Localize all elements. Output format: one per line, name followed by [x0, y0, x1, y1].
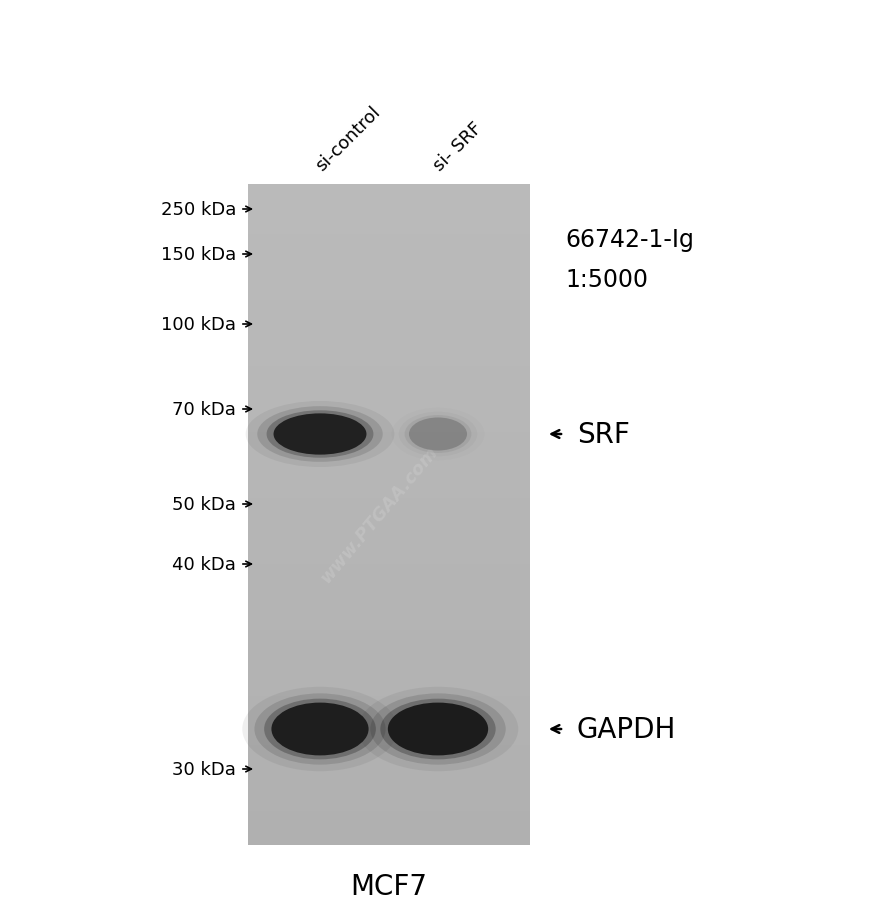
Bar — [248, 267, 529, 285]
Bar — [248, 663, 529, 680]
Ellipse shape — [245, 401, 394, 467]
Ellipse shape — [380, 699, 495, 759]
Text: GAPDH: GAPDH — [576, 715, 675, 743]
Ellipse shape — [266, 410, 373, 458]
Text: 1:5000: 1:5000 — [564, 268, 647, 291]
Bar — [248, 564, 529, 582]
Bar — [248, 185, 529, 202]
Ellipse shape — [264, 699, 375, 759]
Bar — [248, 482, 529, 499]
Bar — [248, 432, 529, 449]
Bar — [248, 284, 529, 301]
Ellipse shape — [408, 418, 467, 451]
Bar — [248, 465, 529, 483]
Bar — [248, 811, 529, 829]
Ellipse shape — [357, 687, 518, 771]
Ellipse shape — [257, 407, 382, 463]
Bar — [248, 399, 529, 417]
Ellipse shape — [370, 694, 505, 765]
Ellipse shape — [242, 687, 397, 771]
Ellipse shape — [254, 694, 385, 765]
Bar — [248, 613, 529, 630]
Bar — [248, 729, 529, 746]
Text: SRF: SRF — [576, 420, 629, 448]
Text: 70 kDa: 70 kDa — [172, 400, 235, 419]
Text: 30 kDa: 30 kDa — [172, 760, 235, 778]
Bar — [248, 366, 529, 383]
Bar — [248, 201, 529, 219]
Bar — [248, 745, 529, 763]
Bar — [248, 597, 529, 614]
Bar — [248, 761, 529, 779]
Text: si- SRF: si- SRF — [430, 119, 486, 175]
Bar — [248, 317, 529, 334]
Bar — [248, 185, 529, 844]
Bar — [248, 217, 529, 235]
Ellipse shape — [271, 703, 368, 756]
Bar — [248, 514, 529, 532]
Text: 100 kDa: 100 kDa — [161, 316, 235, 334]
Bar — [248, 647, 529, 664]
Text: 250 kDa: 250 kDa — [161, 201, 235, 219]
Text: www.PTGAA.com: www.PTGAA.com — [316, 443, 441, 586]
Bar — [248, 350, 529, 367]
Bar — [248, 448, 529, 466]
Bar — [248, 548, 529, 565]
Bar — [248, 695, 529, 713]
Bar — [248, 713, 529, 730]
Text: 40 kDa: 40 kDa — [172, 556, 235, 574]
Bar — [248, 778, 529, 796]
Bar — [248, 795, 529, 812]
Ellipse shape — [404, 416, 471, 454]
Bar — [248, 827, 529, 845]
Bar — [248, 251, 529, 268]
Text: 150 kDa: 150 kDa — [161, 245, 235, 263]
Bar — [248, 531, 529, 548]
Bar — [248, 333, 529, 351]
Bar — [248, 300, 529, 318]
Bar — [248, 382, 529, 400]
Bar — [248, 498, 529, 515]
Text: 50 kDa: 50 kDa — [172, 495, 235, 513]
Text: MCF7: MCF7 — [350, 872, 427, 900]
Text: 66742-1-Ig: 66742-1-Ig — [564, 227, 693, 252]
Bar — [248, 679, 529, 696]
Ellipse shape — [273, 414, 366, 456]
Bar — [248, 630, 529, 648]
Bar — [248, 235, 529, 252]
Text: si-control: si-control — [312, 103, 383, 175]
Bar — [248, 580, 529, 598]
Ellipse shape — [388, 703, 488, 756]
Bar — [248, 416, 529, 433]
